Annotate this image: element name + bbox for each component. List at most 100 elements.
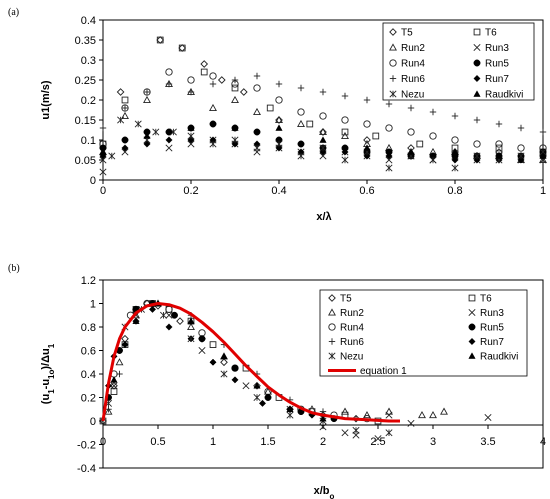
data-point-run4	[319, 112, 327, 120]
a-y-tick-label: 0.1	[81, 135, 96, 147]
data-point-run3	[407, 419, 415, 427]
data-point-run2	[319, 127, 327, 136]
legend-label: Run6	[340, 337, 364, 348]
legend-item-run4: Run4	[389, 59, 425, 70]
data-point-nezu	[473, 152, 481, 160]
legend-item-nezu: Nezu	[328, 352, 363, 363]
data-point-run4	[297, 108, 305, 116]
panel-a-x-axis-label: x/λ	[316, 211, 331, 223]
data-point-run3	[242, 382, 250, 390]
data-point-run3	[99, 156, 107, 164]
b-x-tick-label: 1	[210, 436, 216, 448]
legend-marker-t5	[389, 28, 397, 36]
data-point-t6	[306, 120, 314, 128]
data-point-nezu	[231, 136, 239, 144]
data-point-nezu	[286, 411, 294, 419]
data-point-run4	[165, 305, 173, 314]
b-y-tick-label: 1.2	[81, 275, 96, 287]
legend-item-nezu: Nezu	[389, 90, 424, 101]
b-x-tick-label: 0.5	[150, 436, 165, 448]
data-point-run3	[319, 152, 327, 160]
data-point-raudkivi	[407, 148, 415, 155]
b-x-tick-label: 3.5	[480, 436, 495, 448]
data-point-run6	[143, 88, 151, 96]
data-point-run2	[143, 95, 151, 104]
legend-marker-nezu	[328, 352, 336, 360]
panel-a-legend: T5 T6 Run2 Run3 Run4 Run5 Run6 Run7 Nezu Raudkivi	[382, 22, 535, 101]
data-point-run7	[451, 156, 459, 164]
data-point-nezu	[220, 370, 228, 378]
data-point-run3	[385, 411, 393, 419]
panel-a: (a) 0 0.05 0.1 0.15 0.2 0.25 0.3 0.35 0.4 0 0.2 0.…	[8, 7, 547, 223]
data-point-t6	[416, 140, 424, 148]
data-point-t6	[341, 128, 349, 136]
a-x-tick-label: 0.2	[183, 185, 198, 197]
data-point-nezu	[451, 164, 459, 172]
legend-label: Nezu	[401, 90, 424, 101]
data-point-run7	[517, 156, 525, 164]
data-point-raudkivi	[495, 152, 503, 159]
data-point-raudkivi	[319, 414, 327, 422]
series-run6	[99, 72, 547, 136]
data-point-run7	[143, 140, 151, 148]
data-point-run5	[297, 140, 305, 148]
data-point-run4	[253, 84, 261, 92]
data-point-run4	[451, 136, 459, 144]
data-point-run4	[473, 140, 481, 148]
data-point-t5	[239, 88, 248, 96]
data-point-t5	[275, 116, 283, 124]
a-x-tick-label: 0.8	[447, 185, 462, 197]
data-point-run2	[440, 407, 448, 415]
data-point-raudkivi	[110, 376, 118, 383]
data-point-t6	[200, 68, 208, 76]
data-point-nezu	[159, 311, 168, 319]
data-point-t6	[110, 388, 118, 395]
legend-label: Run2	[340, 308, 364, 319]
b-x-tick-label: 1.5	[260, 436, 275, 448]
legend-marker-run4	[328, 323, 336, 331]
data-point-run2	[275, 115, 283, 124]
data-point-nezu	[429, 156, 437, 164]
legend-label: Run3	[485, 43, 509, 54]
data-point-run4	[187, 76, 195, 84]
legend-label: Raudkivi	[480, 352, 518, 363]
data-point-run6	[517, 124, 525, 132]
a-y-tick-label: 0.4	[81, 15, 96, 27]
b-y-tick-label: 0.4	[81, 369, 96, 381]
data-point-raudkivi	[275, 124, 283, 131]
legend-label: Run4	[401, 59, 425, 70]
legend-label: T5	[401, 28, 413, 39]
a-x-tick-label: 0	[100, 185, 106, 197]
legend-item-run4: Run4	[328, 323, 364, 334]
legend-item-run3: Run3	[468, 308, 504, 319]
data-point-nezu	[187, 335, 195, 343]
legend-item-run6: Run6	[328, 337, 364, 348]
data-point-run6	[341, 92, 349, 100]
data-point-run4	[407, 128, 415, 136]
legend-item-t6: T6	[468, 294, 492, 305]
data-point-run2	[297, 119, 305, 128]
b-x-tick-label: 4	[540, 436, 546, 448]
b-x-tick-label: 0	[100, 436, 106, 448]
legend-marker-run5	[473, 59, 481, 67]
data-point-t5	[121, 334, 129, 343]
data-point-run3	[385, 156, 393, 164]
data-point-run7	[258, 399, 267, 407]
panel-b: (b) -0.4 -0.2 0 0.2 0.4 0.6 0.8 1 1.2 0 0.5 1 1.5 2 2…	[8, 263, 546, 499]
data-point-run7	[165, 136, 173, 144]
data-point-t5	[220, 358, 228, 367]
data-point-t5	[319, 128, 327, 136]
data-point-run2	[104, 407, 113, 415]
legend-item-run7: Run7	[473, 74, 509, 85]
data-point-t5	[176, 317, 184, 325]
data-point-run7	[363, 152, 371, 160]
legend-label: Run7	[485, 74, 509, 85]
a-y-tick-label: 0.15	[75, 115, 96, 127]
data-point-run2	[429, 410, 437, 419]
data-point-raudkivi	[539, 152, 547, 159]
data-point-run6	[105, 406, 112, 413]
data-point-raudkivi	[286, 405, 294, 413]
data-point-run7	[275, 144, 283, 152]
data-point-run4	[517, 144, 525, 152]
data-point-nezu	[253, 144, 261, 152]
